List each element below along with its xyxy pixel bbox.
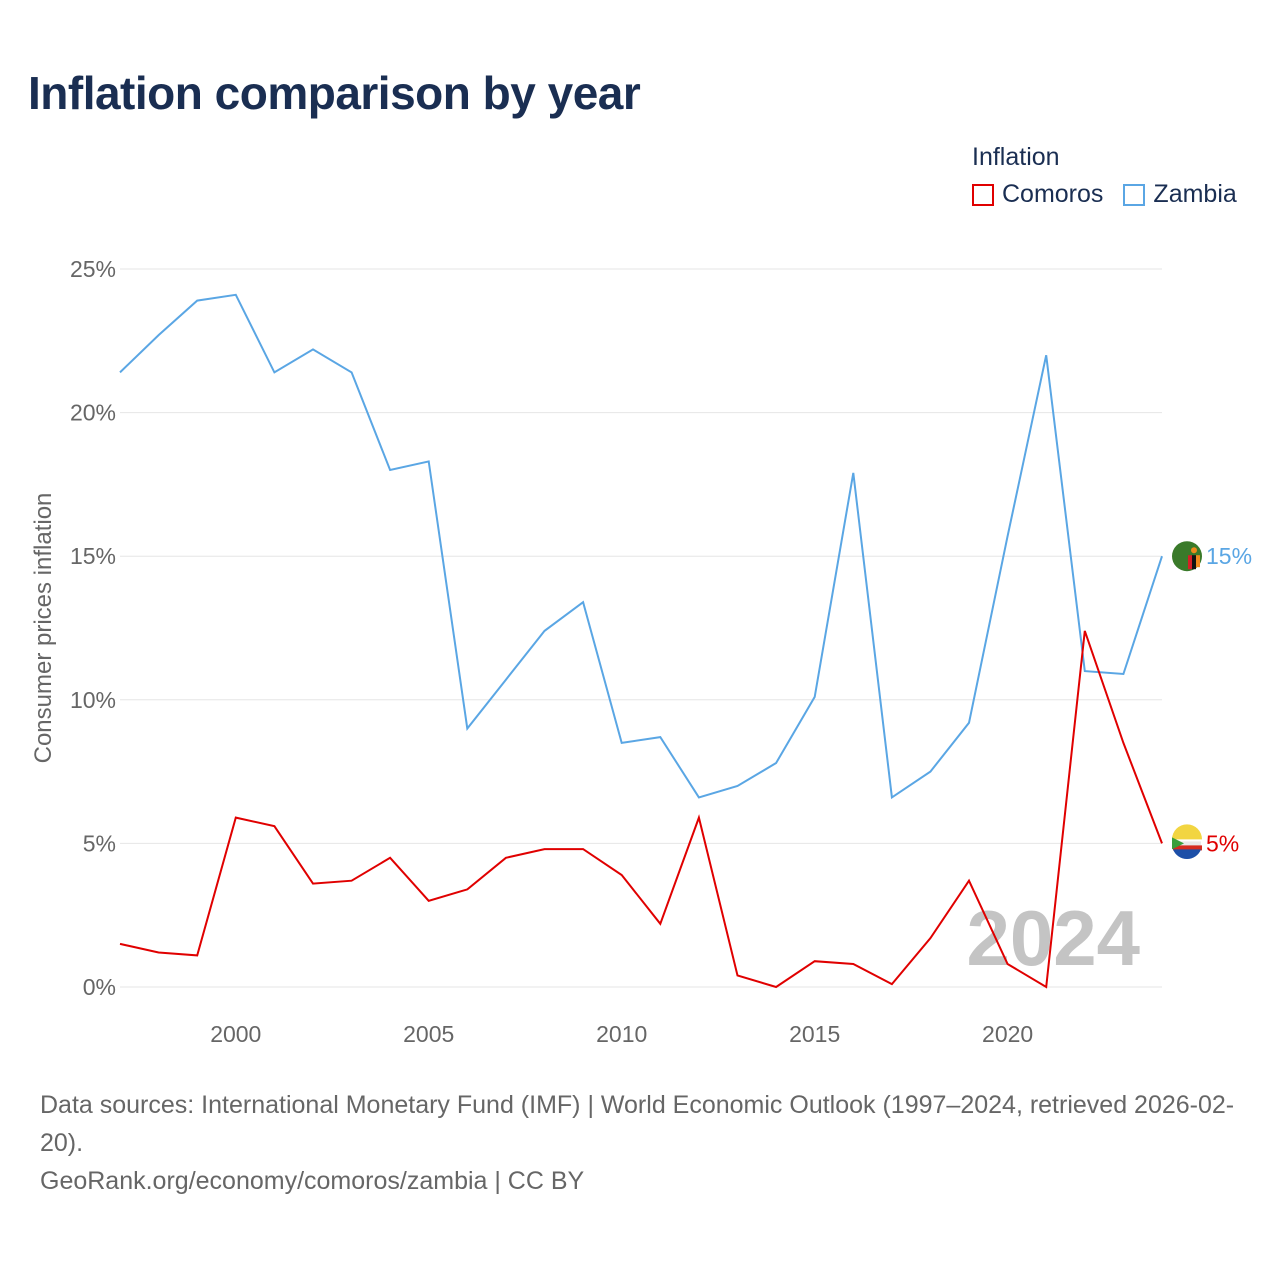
x-tick-label: 2020 xyxy=(982,1021,1033,1047)
data-sources-note: Data sources: International Monetary Fun… xyxy=(40,1091,1235,1157)
y-axis-title: Consumer prices inflation xyxy=(30,493,57,764)
legend-swatch-comoros xyxy=(972,183,994,206)
comoros-flag-stripe-yellow xyxy=(1172,824,1202,840)
x-tick-label: 2010 xyxy=(596,1021,647,1047)
comoros-flag-stripe-blue xyxy=(1173,849,1201,860)
footer: Data sources: International Monetary Fun… xyxy=(40,1086,1250,1200)
comoros-flag-triangle xyxy=(1172,837,1184,850)
chart-title: Inflation comparison by year xyxy=(28,67,641,119)
series-line-zambia xyxy=(119,293,1163,800)
y-tick-label: 15% xyxy=(70,543,116,569)
series-line-comoros xyxy=(119,630,1163,989)
comoros-flag-stripe-red xyxy=(1173,845,1202,851)
end-value-label-comoros: 5% xyxy=(1206,830,1239,856)
x-tick-label: 2015 xyxy=(789,1021,840,1047)
y-tick-label: 25% xyxy=(70,256,116,282)
legend: Inflation Comoros Zambia xyxy=(972,143,1272,209)
legend-item-zambia[interactable]: Zambia xyxy=(1123,180,1237,209)
line-chart: 2024 0% 5% 10% 15% 20% 25% 2000 2005 2010 2015 2020… xyxy=(30,256,1252,1047)
zambia-flag-stripe-red xyxy=(1188,555,1192,570)
x-tick-label: 2000 xyxy=(210,1021,261,1047)
legend-label-zambia: Zambia xyxy=(1153,180,1237,208)
site-credit[interactable]: GeoRank.org/economy/comoros/zambia | CC … xyxy=(40,1167,585,1195)
zambia-flag-stripe-orange xyxy=(1196,555,1200,568)
legend-title: Inflation xyxy=(972,143,1060,171)
y-tick-label: 0% xyxy=(83,974,116,1000)
legend-label-comoros: Comoros xyxy=(1002,180,1104,208)
comoros-flag-stripe-white xyxy=(1174,841,1201,847)
year-watermark: 2024 xyxy=(966,894,1140,982)
y-tick-label: 10% xyxy=(70,687,116,713)
legend-item-comoros[interactable]: Comoros xyxy=(972,180,1103,209)
y-tick-label: 20% xyxy=(70,400,116,426)
x-tick-label: 2005 xyxy=(403,1021,454,1047)
y-tick-label: 5% xyxy=(83,830,116,856)
zambia-flag-eagle xyxy=(1191,547,1197,554)
zambia-flag-stripe-black xyxy=(1192,555,1196,570)
legend-swatch-zambia xyxy=(1123,183,1146,206)
end-value-label-zambia: 15% xyxy=(1206,543,1252,569)
